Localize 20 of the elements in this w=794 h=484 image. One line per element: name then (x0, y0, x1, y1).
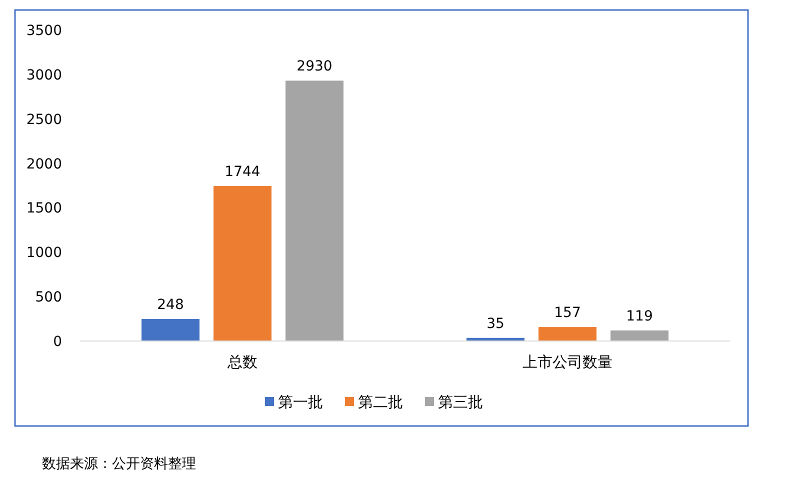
label: 2930 (296, 58, 332, 75)
annotation: 数据来源：公开资料整理 (42, 456, 196, 472)
ytick: 2000 (26, 156, 62, 172)
legend: 第二批 (358, 393, 403, 411)
legend: 第一批 (278, 393, 323, 411)
ytick: 0 (53, 334, 62, 350)
label: 35 (486, 316, 504, 332)
ytick: 3000 (26, 67, 62, 84)
label: 1744 (224, 164, 260, 180)
ytick: 1500 (26, 200, 62, 217)
ytick: 1000 (26, 245, 62, 262)
xtick: 总数 (228, 353, 258, 371)
ytick: 2500 (26, 112, 62, 128)
label: 248 (157, 296, 184, 313)
label: 157 (554, 305, 581, 322)
legend: 第三批 (438, 393, 483, 411)
xtick: 上市公司数量 (522, 353, 612, 371)
ytick: 3500 (26, 23, 62, 39)
ytick: 500 (35, 290, 62, 306)
label: 119 (626, 308, 653, 324)
